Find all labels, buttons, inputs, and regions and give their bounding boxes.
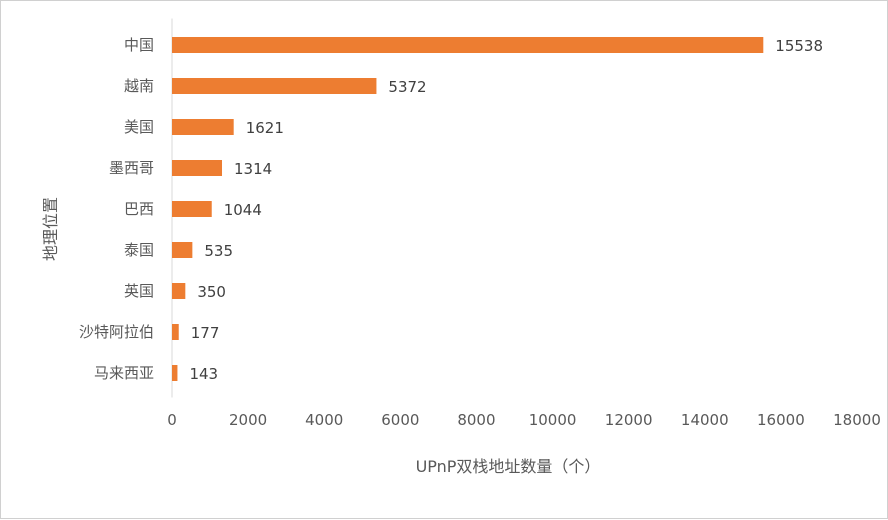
category-label-1: 越南 [124, 77, 154, 95]
data-label-1: 5372 [388, 78, 426, 96]
x-tick-label-8: 16000 [757, 411, 805, 429]
bars-group [172, 37, 764, 381]
y-axis-title: 地理位置 [41, 197, 60, 261]
x-tick-label-1: 2000 [229, 411, 267, 429]
category-label-3: 墨西哥 [109, 159, 154, 177]
data-label-3: 1314 [234, 160, 272, 178]
data-label-2: 1621 [246, 119, 284, 137]
bar-8 [172, 365, 178, 381]
category-label-5: 泰国 [124, 241, 154, 259]
category-label-7: 沙特阿拉伯 [79, 323, 154, 341]
category-label-8: 马来西亚 [94, 364, 154, 382]
bar-1 [172, 78, 377, 94]
bar-4 [172, 201, 212, 217]
x-tick-label-4: 8000 [457, 411, 495, 429]
category-label-4: 巴西 [124, 200, 154, 218]
data-label-7: 177 [191, 324, 220, 342]
x-tick-label-0: 0 [167, 411, 177, 429]
x-tick-label-3: 6000 [381, 411, 419, 429]
category-label-6: 英国 [124, 282, 154, 300]
x-tick-label-9: 18000 [833, 411, 881, 429]
x-tick-label-5: 10000 [529, 411, 577, 429]
category-label-0: 中国 [124, 36, 154, 54]
bar-2 [172, 119, 234, 135]
data-labels-group: 15538 5372 1621 1314 1044 535 350 177 143 [189, 37, 823, 383]
data-label-5: 535 [204, 242, 233, 260]
data-label-4: 1044 [224, 201, 262, 219]
x-tick-labels-group: 0 2000 4000 6000 8000 10000 12000 14000 16000 180… [167, 411, 881, 429]
category-label-2: 美国 [124, 118, 154, 136]
x-tick-label-7: 14000 [681, 411, 729, 429]
bar-7 [172, 324, 179, 340]
data-label-6: 350 [197, 283, 226, 301]
bar-3 [172, 160, 223, 176]
data-label-0: 15538 [775, 37, 823, 55]
x-tick-label-6: 12000 [605, 411, 653, 429]
bar-0 [172, 37, 764, 53]
x-tick-label-2: 4000 [305, 411, 343, 429]
bar-5 [172, 242, 193, 258]
data-label-8: 143 [189, 365, 218, 383]
bar-6 [172, 283, 186, 299]
x-axis-title: UPnP双栈地址数量（个） [416, 457, 601, 476]
